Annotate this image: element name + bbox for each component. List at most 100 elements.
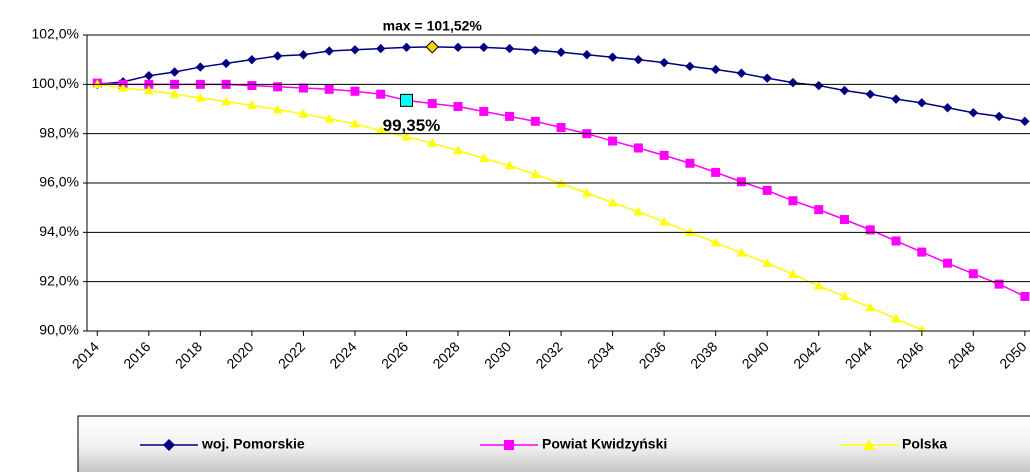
point: [1020, 116, 1030, 127]
y-tick-label: 100,0%: [32, 75, 79, 91]
point: [453, 102, 463, 112]
point: [788, 269, 798, 278]
point: [478, 153, 489, 163]
legend-label: Powiat Kwidzyński: [542, 436, 667, 452]
point: [762, 73, 772, 83]
point: [581, 187, 592, 197]
point: [272, 104, 283, 114]
point: [376, 43, 386, 54]
point: [504, 43, 515, 54]
y-tick-label: 94,0%: [39, 223, 79, 239]
point: [659, 150, 669, 160]
point: [195, 92, 206, 102]
point: [607, 52, 618, 62]
plot: [92, 40, 1030, 344]
point: [530, 169, 541, 179]
point: [710, 237, 721, 247]
point: [736, 177, 746, 187]
x-tick-label: 2028: [429, 338, 462, 371]
x-tick-label: 2032: [532, 338, 565, 371]
point: [891, 313, 901, 323]
point: [608, 136, 618, 146]
point: [633, 54, 644, 65]
point: [944, 337, 952, 344]
point: [350, 118, 360, 128]
y-tick-label: 92,0%: [39, 272, 79, 288]
point: [453, 145, 463, 155]
point: [917, 247, 927, 257]
point: [427, 138, 438, 147]
legend-marker: [163, 439, 175, 451]
point: [891, 236, 901, 246]
x-tick-label: 2034: [584, 338, 617, 371]
x-tick-label: 2048: [945, 338, 978, 371]
point: [943, 258, 953, 268]
point: [839, 291, 850, 301]
legend-label: woj. Pomorskie: [201, 436, 305, 452]
point: [427, 99, 437, 109]
y-tick-label: 98,0%: [39, 124, 79, 140]
point: [556, 123, 566, 132]
point: [942, 103, 953, 113]
point: [1020, 291, 1030, 301]
y-tick-label: 90,0%: [39, 322, 79, 338]
point: [221, 96, 231, 106]
legend-label: Polska: [902, 436, 947, 452]
point: [273, 82, 283, 92]
y-tick-label: 102,0%: [32, 26, 79, 42]
x-tick-label: 2024: [326, 338, 359, 371]
x-tick-label: 2014: [69, 338, 102, 371]
x-tick-label: 2018: [172, 338, 205, 371]
point: [505, 111, 515, 121]
point: [556, 47, 566, 57]
point: [736, 68, 747, 78]
point: [865, 225, 875, 235]
x-tick-label: 2022: [275, 338, 308, 371]
point: [659, 216, 669, 226]
point: [994, 279, 1004, 289]
point: [169, 67, 180, 77]
point: [272, 51, 283, 61]
point: [710, 64, 721, 75]
highlight-point: [425, 40, 439, 54]
point: [118, 83, 128, 92]
point: [350, 45, 360, 55]
point: [143, 85, 154, 95]
point: [479, 42, 489, 53]
series-line: [97, 82, 1026, 298]
point: [401, 131, 412, 141]
point: [324, 84, 334, 94]
point: [479, 106, 489, 116]
annotation: max = 101,52%: [383, 18, 483, 34]
point: [968, 269, 978, 279]
point: [530, 45, 541, 56]
point: [711, 167, 721, 177]
point: [247, 54, 257, 65]
point: [298, 108, 309, 118]
point: [582, 50, 592, 60]
point: [917, 98, 927, 108]
point: [633, 206, 644, 216]
x-tick-label: 2016: [120, 338, 153, 371]
point: [633, 143, 643, 153]
point: [530, 116, 540, 126]
point: [298, 50, 309, 60]
x-tick-label: 2036: [636, 338, 669, 371]
x-tick-label: 2030: [481, 338, 514, 371]
point: [891, 94, 901, 104]
point: [247, 100, 257, 109]
point: [685, 61, 695, 72]
point: [169, 89, 180, 98]
point: [968, 107, 979, 118]
point: [918, 324, 926, 331]
point: [788, 77, 798, 88]
point: [350, 86, 360, 96]
point: [221, 58, 231, 69]
x-tick-label: 2050: [996, 338, 1029, 371]
x-tick-label: 2038: [687, 338, 720, 371]
point: [685, 158, 695, 168]
point: [324, 46, 334, 56]
highlight-point: [399, 93, 413, 107]
point: [195, 62, 206, 72]
